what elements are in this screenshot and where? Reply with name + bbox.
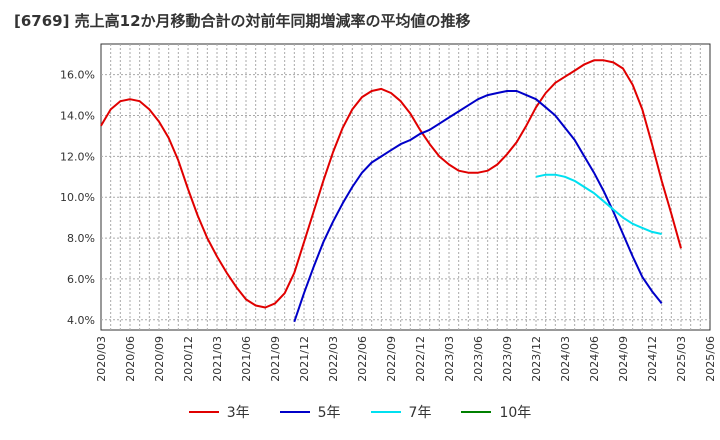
x-tick-label: 2023/09	[501, 336, 514, 382]
x-tick-label: 2023/03	[443, 336, 456, 382]
x-tick-label: 2023/06	[472, 336, 485, 382]
y-tick-label: 8.0%	[67, 232, 95, 245]
legend-swatch	[279, 411, 310, 413]
x-tick-label: 2021/12	[298, 336, 311, 382]
x-tick-label: 2020/12	[182, 336, 195, 382]
y-tick-label: 10.0%	[60, 191, 95, 204]
y-tick-label: 14.0%	[60, 110, 95, 123]
y-tick-label: 4.0%	[67, 314, 95, 327]
x-tick-label: 2020/09	[153, 336, 166, 382]
x-tick-label: 2021/09	[269, 336, 282, 382]
y-tick-label: 6.0%	[67, 273, 95, 286]
chart-title: [6769] 売上高12か月移動合計の対前年同期増減率の平均値の推移	[14, 12, 471, 30]
x-tick-label: 2024/06	[588, 336, 601, 382]
x-tick-label: 2022/03	[327, 336, 340, 382]
x-tick-label: 2020/06	[124, 336, 137, 382]
x-tick-label: 2024/12	[646, 336, 659, 382]
legend-swatch	[188, 411, 219, 413]
legend-item: 7年	[370, 402, 432, 422]
x-tick-label: 2023/12	[530, 336, 543, 382]
legend-swatch	[461, 411, 492, 413]
series-line	[293, 90, 663, 323]
plot-area	[100, 43, 711, 331]
legend-swatch	[370, 411, 401, 413]
x-tick-label: 2021/06	[240, 336, 253, 382]
x-tick-label: 2024/09	[617, 336, 630, 382]
y-tick-label: 16.0%	[60, 69, 95, 82]
legend-label: 3年	[226, 405, 250, 421]
x-tick-label: 2020/03	[95, 336, 108, 382]
x-tick-label: 2021/03	[211, 336, 224, 382]
x-tick-label: 2022/09	[385, 336, 398, 382]
x-tick-label: 2024/03	[559, 336, 572, 382]
legend-item: 10年	[461, 402, 531, 422]
x-tick-label: 2025/06	[704, 336, 717, 382]
x-tick-label: 2025/03	[675, 336, 688, 382]
legend-item: 5年	[279, 402, 341, 422]
series-line	[535, 173, 662, 235]
legend-item: 3年	[188, 402, 250, 422]
legend-label: 10年	[499, 405, 532, 421]
x-tick-label: 2022/12	[414, 336, 427, 382]
legend: 3年 5年 7年 10年	[0, 402, 720, 422]
series-line	[100, 59, 682, 309]
legend-label: 5年	[317, 405, 341, 421]
x-tick-label: 2022/06	[356, 336, 369, 382]
y-tick-label: 12.0%	[60, 150, 95, 163]
legend-label: 7年	[408, 405, 432, 421]
